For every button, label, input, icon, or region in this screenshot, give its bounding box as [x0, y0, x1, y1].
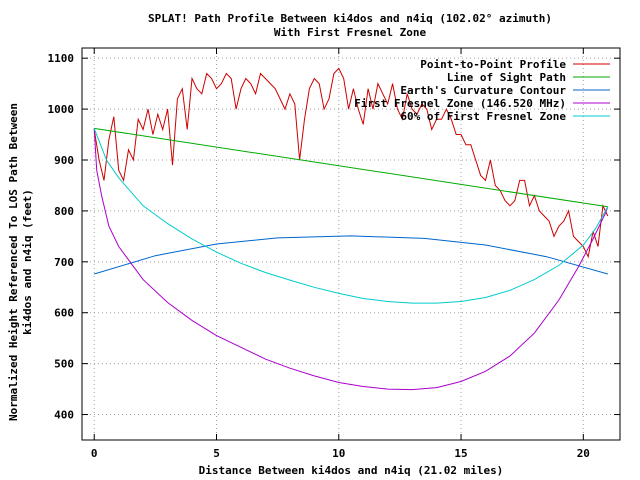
y-axis-label-line2: ki4dos and n4iq (feet): [21, 189, 34, 335]
chart-subtitle: With First Fresnel Zone: [274, 26, 427, 39]
grid-lines: [82, 48, 620, 440]
legend-label-earth-s-curvature-contour: Earth's Curvature Contour: [400, 84, 566, 97]
x-tick-label: 0: [91, 447, 98, 460]
x-tick-label: 10: [332, 447, 345, 460]
series-lines: [93, 67, 609, 391]
y-tick-label: 900: [54, 154, 74, 167]
y-tick-label: 1100: [48, 52, 75, 65]
series-earth-s-curvature-contour: [94, 235, 608, 275]
y-tick-label: 500: [54, 358, 74, 371]
series-first-fresnel-zone-146-520-mhz: [93, 128, 609, 391]
legend-label-point-to-point-profile: Point-to-Point Profile: [420, 58, 566, 71]
x-axis-label: Distance Between ki4dos and n4iq (21.02 …: [199, 464, 504, 477]
legend-label-60-of-first-fresnel-zone: 60% of First Fresnel Zone: [400, 110, 566, 123]
y-tick-label: 400: [54, 409, 74, 422]
x-tick-label: 15: [454, 447, 467, 460]
series-60-of-first-fresnel-zone: [93, 128, 609, 304]
x-tick-label: 5: [213, 447, 220, 460]
axis-ticks: 0 5 10 15 20 400 500 600 700 800 900 1000 1100: [48, 48, 620, 460]
plot-frame: [81, 47, 621, 441]
series-line-of-sight-path: [94, 127, 608, 208]
y-tick-label: 1000: [48, 103, 75, 116]
y-tick-label: 600: [54, 307, 74, 320]
y-tick-label: 700: [54, 256, 74, 269]
series-point-to-point-profile: [93, 67, 609, 259]
legend-label-line-of-sight-path: Line of Sight Path: [447, 71, 566, 84]
y-axis-label-line1: Normalized Height Referenced To LOS Path…: [7, 103, 20, 421]
legend-label-first-fresnel-zone-146-520-mhz: First Fresnel Zone (146.520 MHz): [354, 97, 566, 110]
x-tick-label: 20: [577, 447, 590, 460]
chart-title: SPLAT! Path Profile Between ki4dos and n…: [148, 12, 552, 25]
y-tick-label: 800: [54, 205, 74, 218]
